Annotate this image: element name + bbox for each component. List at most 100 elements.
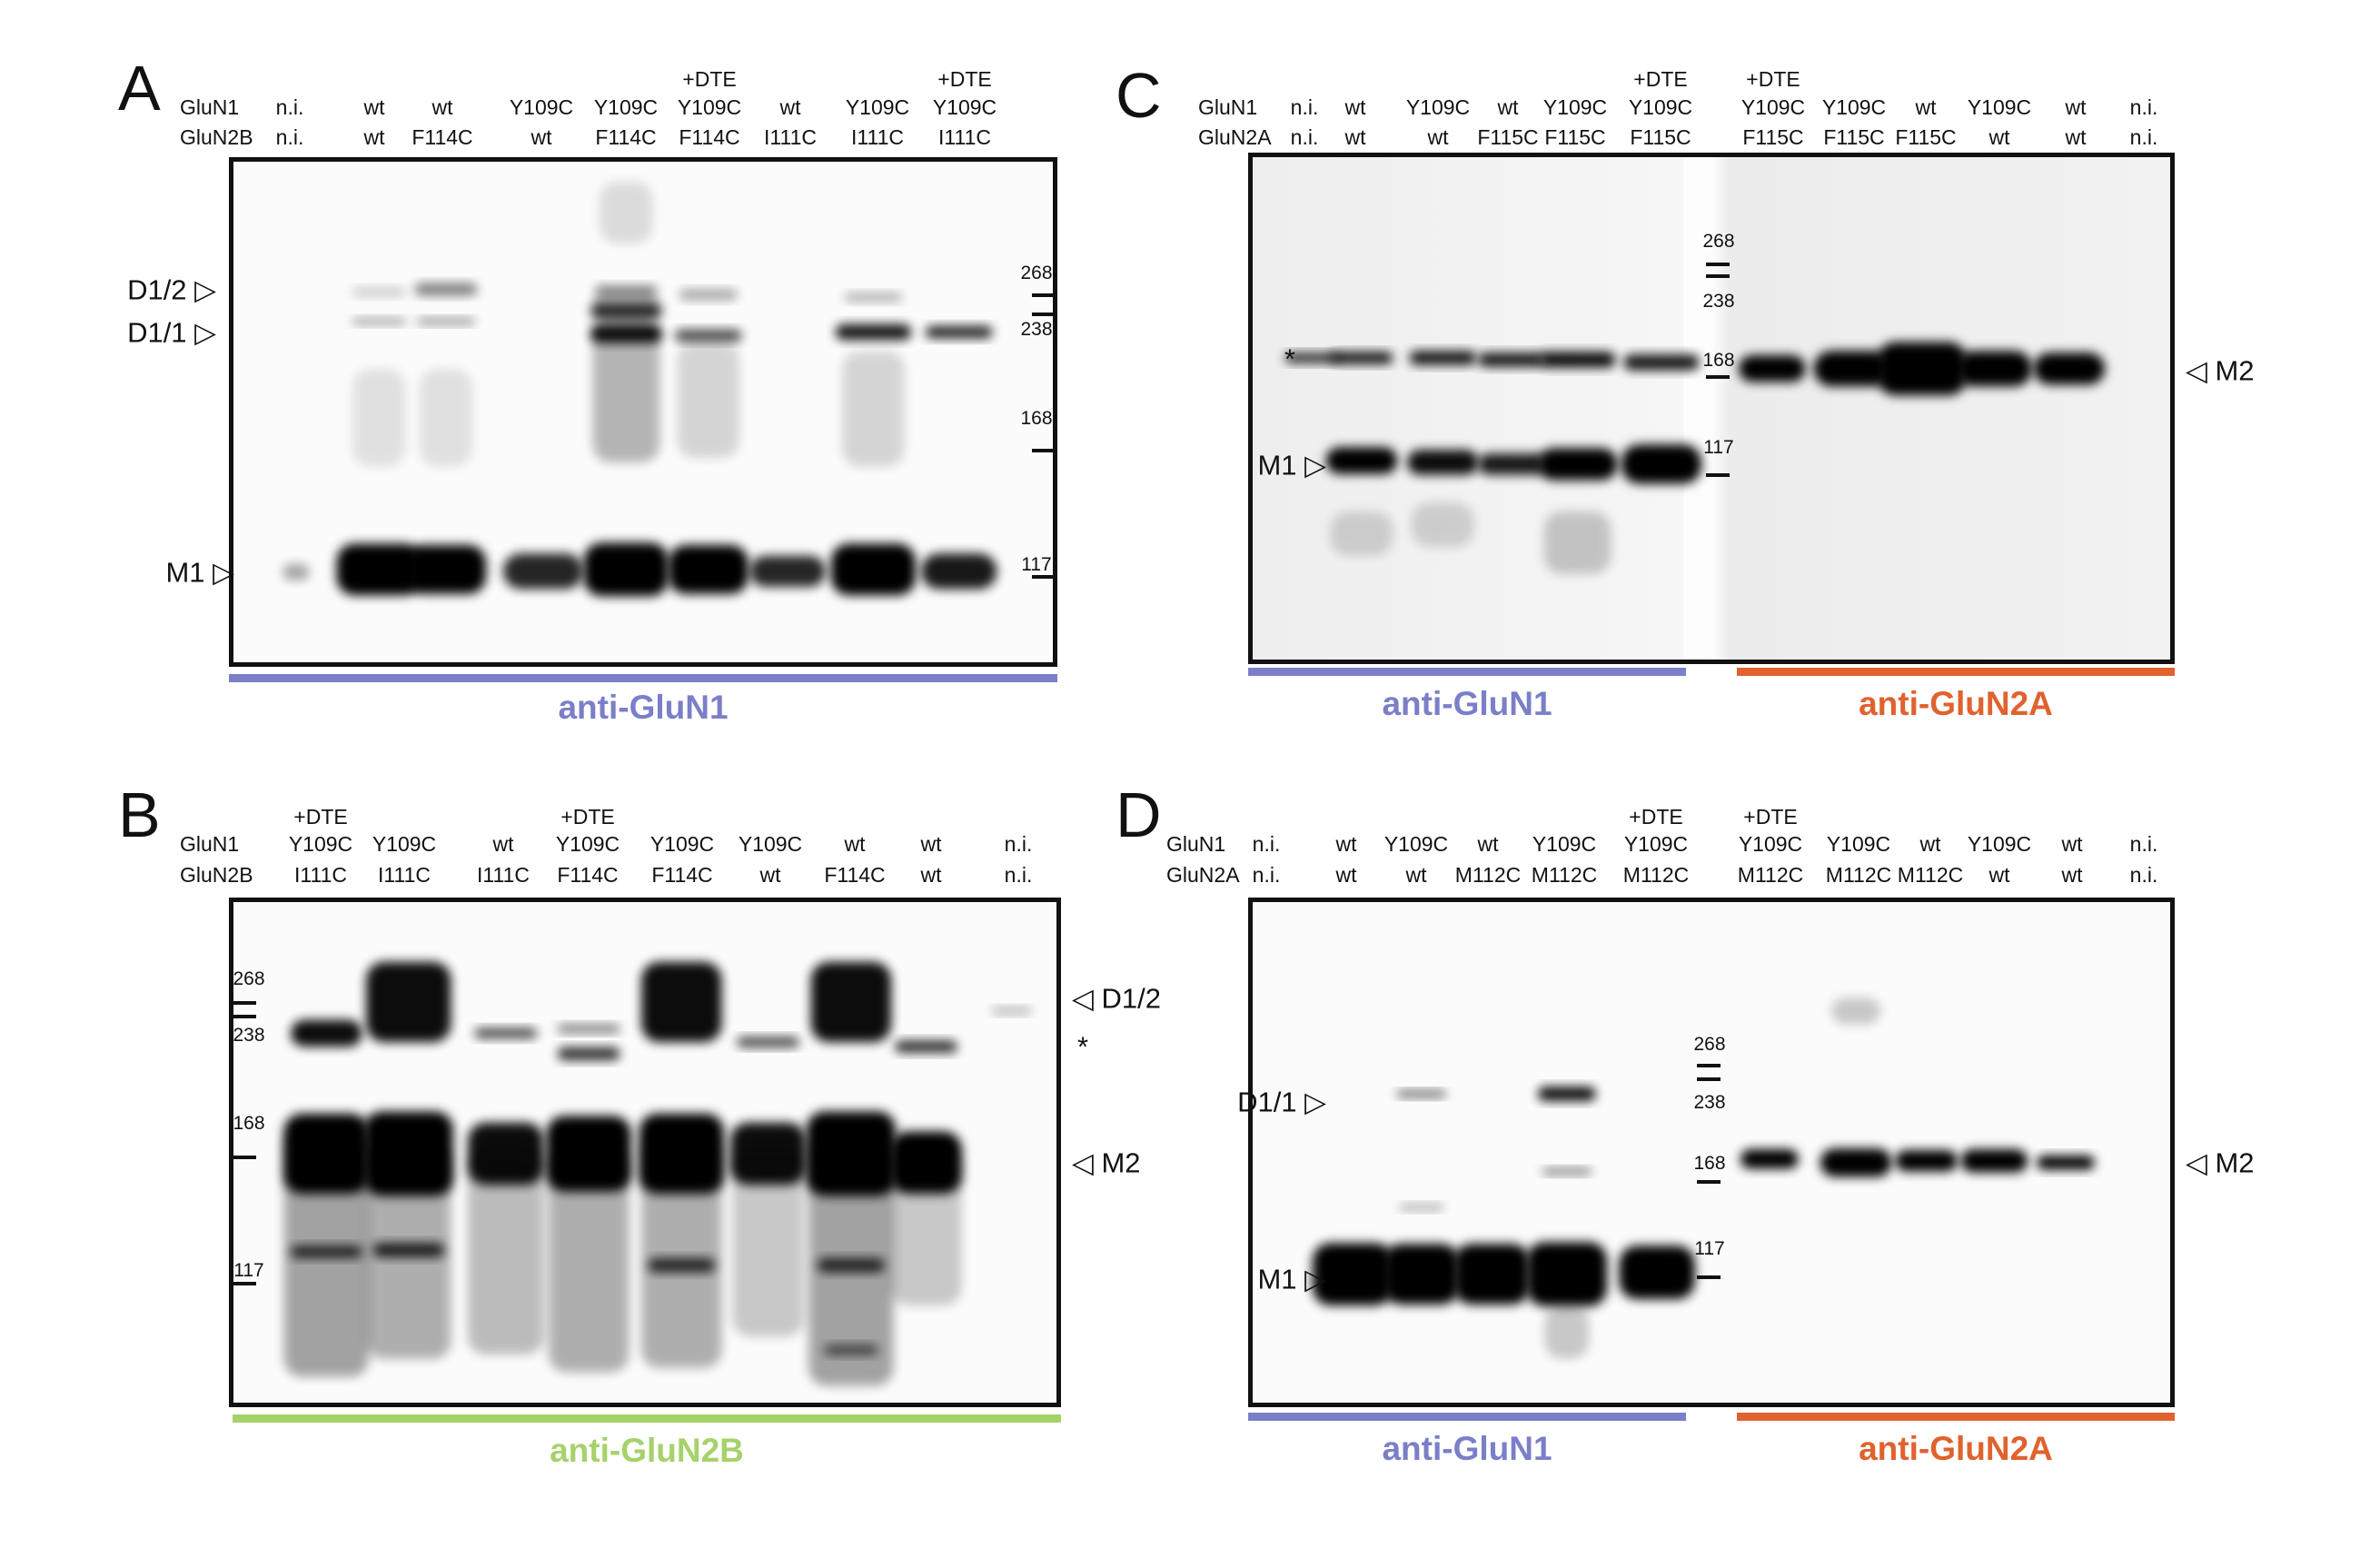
protein-band: [1330, 511, 1393, 557]
blot-bands: [283, 961, 1032, 1386]
protein-band: [283, 1126, 370, 1377]
antibody-label: anti-GluN2A: [1859, 1430, 2053, 1467]
band-label: ◁ M2: [1072, 1146, 1141, 1179]
row-label-glun2: GluN2B: [180, 125, 253, 149]
lane-glun1-label: Y109C: [650, 832, 715, 856]
lane-glun2-label: F114C: [679, 125, 740, 149]
protein-band: [366, 1145, 451, 1359]
protein-band: [1453, 1244, 1531, 1305]
lane-glun2-label: wt: [1988, 863, 2010, 887]
lane-glun2-label: F114C: [595, 125, 657, 149]
band-label: M1 ▷: [1257, 449, 1326, 481]
row-label-glun1: GluN1: [180, 95, 240, 119]
mw-marker-label: 117: [1694, 1238, 1725, 1259]
antibody-bar: [1737, 1413, 2175, 1421]
antibody-bar: [233, 1414, 1061, 1423]
mw-marker-label: 117: [233, 1260, 264, 1281]
lane-glun2-label: M112C: [1897, 863, 1964, 887]
band-label: *: [1284, 342, 1295, 375]
protein-band: [737, 1037, 799, 1048]
lane-glun1-label: Y109C: [1405, 95, 1471, 119]
blot-membrane: [1248, 153, 2175, 664]
protein-band: [749, 555, 826, 588]
lane-glun2-label: I111C: [851, 125, 904, 149]
lane-glun1-label: Y109C: [1383, 832, 1449, 856]
lane-glun2-label: n.i.: [1004, 863, 1033, 887]
mw-marker-label: 268: [233, 968, 265, 989]
protein-band: [808, 1136, 894, 1386]
lane-glun1-label: Y109C: [1628, 95, 1693, 119]
lane-glun2-label: M112C: [1622, 863, 1690, 887]
protein-band: [291, 1019, 362, 1047]
protein-band: [810, 961, 892, 1043]
protein-band: [1537, 1087, 1596, 1102]
lane-glun1-label: wt: [1497, 95, 1519, 119]
row-label-glun2: GluN2B: [180, 863, 253, 887]
protein-band: [1956, 351, 2033, 387]
lane-glun1-label: n.i.: [275, 95, 304, 119]
protein-band: [1740, 1149, 1799, 1169]
mw-marker-tick: [1697, 1077, 1721, 1081]
protein-band: [991, 1007, 1032, 1015]
lane-glun2-label: I111C: [764, 125, 817, 149]
lane-glun2-label: n.i.: [2129, 863, 2158, 887]
lane-glun1-label: wt: [1344, 95, 1366, 119]
lane-glun1-label: Y109C: [1542, 95, 1608, 119]
row-label-glun1: GluN1: [1166, 832, 1226, 856]
lane-glun2-label: wt: [2065, 125, 2087, 149]
mw-marker-label: 268: [1020, 263, 1053, 283]
protein-band: [842, 351, 905, 467]
lane-glun1-label: wt: [779, 95, 801, 119]
protein-band: [2037, 1155, 2095, 1170]
mw-marker-tick: [1032, 575, 1056, 579]
lane-glun2-label: I111C: [378, 863, 431, 887]
blot-bands: [1284, 342, 2106, 574]
lane-dte-label: +DTE: [293, 805, 348, 829]
antibody-label: anti-GluN2A: [1859, 685, 2053, 722]
lane-glun1-label: n.i.: [1290, 95, 1319, 119]
lane-glun2-label: I111C: [938, 125, 991, 149]
protein-band: [668, 544, 749, 594]
mw-marker-tick: [1697, 1180, 1721, 1184]
band-label: D1/1 ▷: [127, 316, 216, 349]
protein-band: [1542, 1167, 1592, 1176]
lane-glun1-label: n.i.: [1252, 832, 1281, 856]
protein-band: [890, 1145, 962, 1305]
lane-glun2-label: wt: [363, 125, 385, 149]
lane-glun2-label: wt: [1335, 863, 1357, 887]
lane-dte-label: +DTE: [682, 67, 737, 91]
band-label: D1/1 ▷: [1237, 1086, 1326, 1118]
lane-glun2-label: F115C: [1895, 125, 1957, 149]
panel-letter: D: [1116, 779, 1162, 850]
mw-marker-label: 168: [1693, 1153, 1726, 1174]
protein-band: [548, 1149, 630, 1373]
mw-marker-tick: [233, 1001, 256, 1005]
mw-marker-tick: [1032, 293, 1056, 297]
mw-marker-tick: [1706, 263, 1730, 266]
protein-band: [1813, 351, 1889, 387]
lane-glun2-label: F114C: [824, 863, 886, 887]
protein-band: [352, 368, 406, 467]
mw-marker-tick: [1697, 1275, 1721, 1279]
antibody-bar: [1248, 1413, 1686, 1421]
protein-band: [674, 329, 742, 342]
lane-glun1-label: Y109C: [1738, 832, 1803, 856]
protein-band: [1537, 448, 1618, 481]
lane-glun1-label: Y109C: [555, 832, 620, 856]
lane-glun2-label: I111C: [294, 863, 347, 887]
lane-glun1-label: Y109C: [1623, 832, 1689, 856]
protein-band: [583, 542, 669, 597]
band-label: *: [1077, 1030, 1089, 1063]
protein-band: [1478, 352, 1545, 367]
lane-glun2-label: F115C: [1544, 125, 1606, 149]
protein-band: [925, 325, 993, 339]
protein-band: [502, 553, 584, 590]
protein-band: [1399, 1203, 1444, 1211]
protein-band: [599, 181, 653, 244]
lane-glun1-label: Y109C: [1967, 832, 2032, 856]
protein-band: [641, 961, 722, 1043]
lane-glun2-label: F115C: [1823, 125, 1885, 149]
protein-band: [1877, 342, 1967, 396]
protein-band: [1539, 352, 1616, 368]
lane-glun1-label: Y109C: [372, 832, 437, 856]
